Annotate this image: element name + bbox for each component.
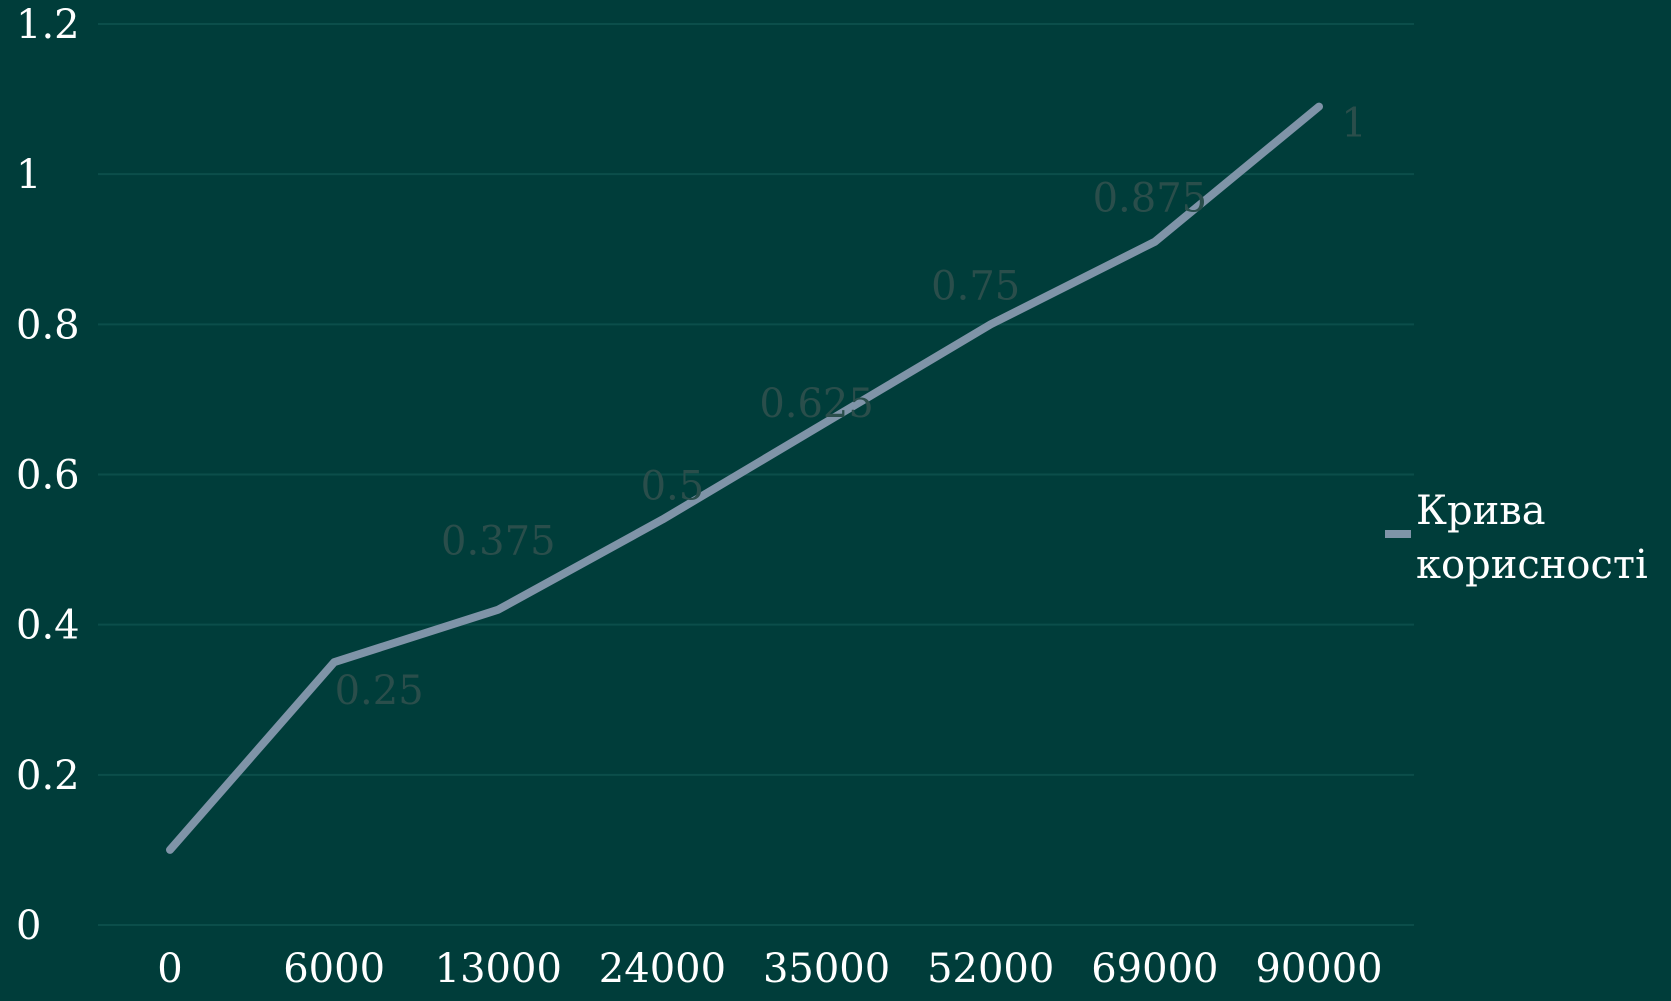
y-axis-ticks: 0 0.2 0.4 0.6 0.8 1 1.2 (16, 2, 80, 949)
legend-label-line-1: Крива (1416, 488, 1546, 534)
grid-lines (98, 23, 1414, 926)
x-tick-label: 13000 (435, 946, 562, 992)
x-tick-label: 0 (157, 946, 182, 992)
data-point (661, 519, 663, 521)
legend-label-line-2: корисності (1416, 542, 1648, 588)
x-tick-label: 69000 (1091, 946, 1218, 992)
y-tick-label: 0.6 (16, 453, 80, 499)
x-tick-label: 24000 (599, 946, 726, 992)
data-point (497, 609, 499, 611)
y-tick-label: 0.2 (16, 753, 80, 799)
data-label: 0.5 (641, 464, 705, 510)
x-tick-label: 6000 (283, 946, 385, 992)
series-utility-curve (166, 102, 1323, 854)
data-point (1318, 106, 1320, 108)
x-tick-label: 35000 (763, 946, 890, 992)
series-line (166, 102, 1323, 854)
data-label: 0.625 (759, 381, 874, 427)
data-label: 0.25 (335, 668, 424, 714)
data-point (169, 849, 171, 851)
x-axis-ticks: 0 6000 13000 24000 35000 52000 69000 90000 (157, 946, 1382, 992)
y-tick-label: 0.4 (16, 603, 80, 649)
data-point (990, 323, 992, 325)
y-tick-label: 1.2 (16, 2, 80, 48)
y-tick-label: 0.8 (16, 302, 80, 348)
x-tick-label: 52000 (927, 946, 1054, 992)
data-label: 1 (1341, 101, 1366, 147)
legend-swatch (1385, 530, 1411, 538)
legend: Крива корисності (1385, 488, 1648, 588)
y-tick-label: 0 (16, 903, 41, 949)
data-point (826, 421, 828, 423)
y-tick-label: 1 (16, 152, 41, 198)
data-labels: 0.25 0.375 0.5 0.625 0.75 0.875 1 (335, 101, 1367, 715)
data-label: 0.75 (931, 263, 1020, 309)
data-point (1154, 241, 1156, 243)
data-point (333, 661, 335, 663)
data-label: 0.375 (441, 519, 556, 565)
data-label: 0.875 (1093, 176, 1208, 222)
x-tick-label: 90000 (1255, 946, 1382, 992)
